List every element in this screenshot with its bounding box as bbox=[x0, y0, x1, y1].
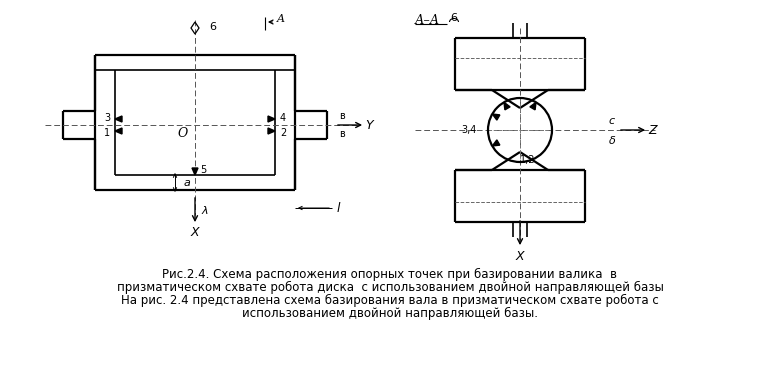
Text: 1,2: 1,2 bbox=[520, 155, 536, 165]
Polygon shape bbox=[504, 102, 510, 110]
Text: 2: 2 bbox=[280, 128, 286, 138]
Text: Рис.2.4. Схема расположения опорных точек при базировании валика  в: Рис.2.4. Схема расположения опорных точе… bbox=[162, 268, 618, 281]
Text: l: l bbox=[336, 202, 340, 215]
Text: Z: Z bbox=[649, 123, 658, 137]
Text: A: A bbox=[277, 14, 285, 24]
Polygon shape bbox=[115, 116, 122, 122]
Polygon shape bbox=[192, 168, 198, 175]
Polygon shape bbox=[492, 114, 500, 120]
Text: Y: Y bbox=[365, 119, 373, 132]
Text: X: X bbox=[190, 226, 200, 239]
Text: 3: 3 bbox=[104, 113, 110, 123]
Text: А–А: А–А bbox=[415, 13, 440, 27]
Text: a: a bbox=[183, 178, 190, 187]
Polygon shape bbox=[268, 116, 275, 122]
Text: На рис. 2.4 представлена схема базирования вала в призматическом схвате робота с: На рис. 2.4 представлена схема базирован… bbox=[121, 294, 659, 307]
Polygon shape bbox=[492, 140, 500, 146]
Text: призматическом схвате робота диска  с использованием двойной направляющей базы: призматическом схвате робота диска с исп… bbox=[116, 281, 664, 294]
Text: 5: 5 bbox=[200, 165, 206, 175]
Text: $\lambda$: $\lambda$ bbox=[201, 204, 209, 216]
Text: 6: 6 bbox=[451, 13, 458, 23]
Text: 3,4: 3,4 bbox=[461, 125, 477, 135]
Text: 1: 1 bbox=[104, 128, 110, 138]
Text: O: O bbox=[178, 126, 188, 140]
Polygon shape bbox=[530, 102, 536, 110]
Text: X: X bbox=[516, 249, 524, 263]
Text: в: в bbox=[339, 111, 345, 121]
Text: c: c bbox=[609, 116, 615, 126]
Text: использованием двойной направляющей базы.: использованием двойной направляющей базы… bbox=[242, 307, 538, 320]
Text: 6: 6 bbox=[210, 22, 217, 32]
Polygon shape bbox=[268, 128, 275, 134]
Text: 4: 4 bbox=[280, 113, 286, 123]
Text: $\delta$: $\delta$ bbox=[608, 134, 616, 146]
Text: в: в bbox=[339, 129, 345, 139]
Polygon shape bbox=[115, 128, 122, 134]
